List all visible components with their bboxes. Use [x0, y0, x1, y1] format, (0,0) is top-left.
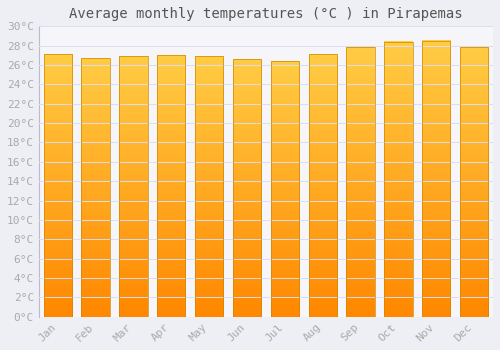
Bar	[157, 55, 186, 317]
Bar	[82, 58, 110, 317]
Bar	[44, 54, 72, 317]
Bar	[270, 61, 299, 317]
Bar	[308, 54, 337, 317]
Bar	[422, 41, 450, 317]
Bar	[195, 56, 224, 317]
Title: Average monthly temperatures (°C ) in Pirapemas: Average monthly temperatures (°C ) in Pi…	[69, 7, 462, 21]
Bar	[384, 42, 412, 317]
Bar	[233, 59, 261, 317]
Bar	[346, 47, 375, 317]
Bar	[460, 47, 488, 317]
Bar	[119, 56, 148, 317]
